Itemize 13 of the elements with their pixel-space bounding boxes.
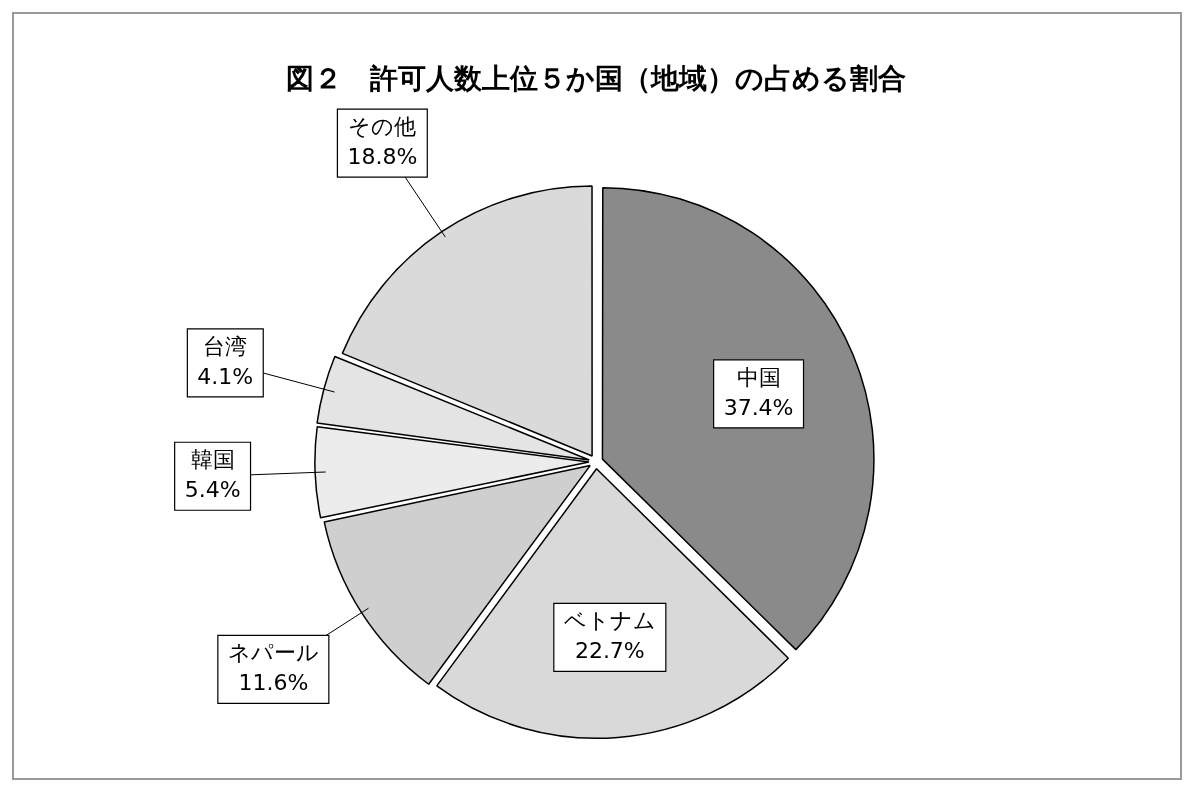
slice-label: ネパール [227, 640, 319, 666]
slice-label: その他 [348, 113, 417, 139]
data-label: 11.6% [238, 670, 309, 696]
slice-label: 韓国 [190, 446, 235, 472]
data-label: 5.4% [184, 476, 241, 502]
chart-title: 図２ 許可人数上位５か国（地域）の占める割合 [286, 62, 906, 96]
data-label: 18.8% [347, 143, 418, 169]
slice-label: 台湾 [203, 333, 248, 359]
data-label: 4.1% [197, 363, 254, 389]
data-label: 22.7% [574, 638, 645, 664]
data-label: 37.4% [723, 394, 794, 420]
slice-label: 中国 [736, 364, 781, 390]
slice-label: ベトナム [563, 608, 656, 634]
